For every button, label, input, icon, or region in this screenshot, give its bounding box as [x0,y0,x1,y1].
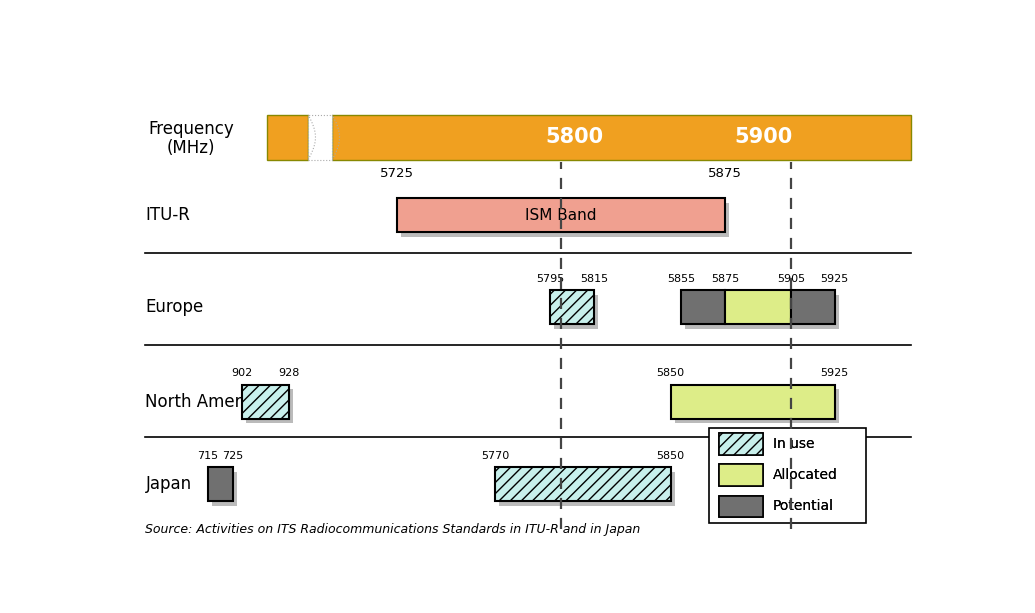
Text: 5800: 5800 [545,128,603,147]
Bar [207,467,233,501]
Bar [709,428,865,523]
Text: 715: 715 [197,451,218,461]
Bar [499,472,675,506]
Bar [685,295,730,329]
Text: 5815: 5815 [580,274,608,284]
Text: ISM Band: ISM Band [525,208,597,223]
Text: Source: Activities on ITS Radiocommunications Standards in ITU-R and in Japan: Source: Activities on ITS Radiocommunica… [145,523,641,536]
Bar [791,290,835,324]
Bar [719,433,763,455]
Text: 5875: 5875 [711,274,739,284]
Text: Japan: Japan [145,475,191,493]
Bar [795,295,838,329]
Text: Potential: Potential [773,500,833,514]
Bar [719,433,763,455]
Text: North America: North America [145,392,266,411]
Text: 5925: 5925 [821,274,849,284]
Bar [719,465,763,486]
Text: (MHz): (MHz) [167,139,215,157]
Bar [726,290,791,324]
Text: 5905: 5905 [777,274,805,284]
Text: 902: 902 [232,368,253,378]
Bar [719,495,763,517]
Text: In use: In use [773,437,815,451]
Text: 928: 928 [278,368,300,378]
Bar [719,465,763,486]
Text: Frequency: Frequency [148,120,234,138]
Text: 5855: 5855 [668,274,696,284]
Bar [401,203,730,237]
Text: In use: In use [773,437,815,451]
Bar [675,389,838,424]
Text: Allocated: Allocated [773,468,837,482]
Bar [550,290,594,324]
Bar [267,115,308,160]
Bar [246,389,293,424]
Bar [554,295,598,329]
Text: 5770: 5770 [481,451,509,461]
Bar [671,384,835,419]
Text: 5795: 5795 [536,274,564,284]
Text: 5925: 5925 [821,368,849,378]
Bar [308,115,332,160]
Bar [396,198,726,232]
Bar [719,495,763,517]
Text: 5875: 5875 [708,167,742,180]
Text: 725: 725 [223,451,244,461]
Text: Potential: Potential [773,500,833,514]
Text: 5850: 5850 [656,368,684,378]
Text: 5850: 5850 [656,451,684,461]
Text: 5725: 5725 [380,167,414,180]
Text: 5900: 5900 [734,128,792,147]
Text: Europe: Europe [145,298,204,316]
Bar [681,290,726,324]
Bar [496,467,671,501]
Bar [332,115,912,160]
Text: Allocated: Allocated [773,468,837,482]
Bar [242,384,289,419]
Text: ITU-R: ITU-R [145,206,190,224]
Bar [730,295,795,329]
Bar [211,472,237,506]
